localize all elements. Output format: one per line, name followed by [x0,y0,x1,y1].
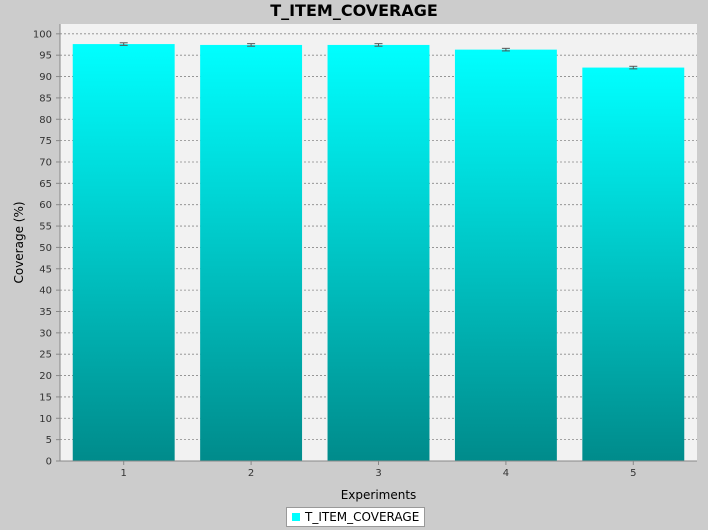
y-axis-title: Coverage (%) [12,201,26,283]
y-tick-label: 75 [39,136,52,147]
bar [454,49,557,462]
y-tick-label: 100 [33,29,52,40]
y-tick-label: 45 [39,264,52,275]
x-tick-label: 1 [121,468,127,479]
bar [582,67,685,462]
legend-swatch [292,513,300,521]
x-tick-label: 4 [503,468,509,479]
y-tick-label: 40 [39,286,52,297]
x-axis-title: Experiments [341,488,417,502]
y-tick-label: 80 [39,115,52,126]
x-axis: 1 2 3 4 5 [121,461,636,479]
y-tick-label: 60 [39,200,52,211]
y-tick-label: 65 [39,179,52,190]
y-tick-label: 15 [39,392,52,403]
y-tick-label: 20 [39,371,52,382]
bar [200,44,303,461]
bar [72,44,175,462]
y-tick-label: 0 [46,457,52,468]
y-tick-label: 85 [39,93,52,104]
y-tick-label: 30 [39,328,52,339]
y-tick-label: 70 [39,157,52,168]
x-tick-label: 3 [375,468,381,479]
y-tick-label: 95 [39,51,52,62]
legend-label: T_ITEM_COVERAGE [305,510,420,524]
y-tick-label: 25 [39,350,52,361]
y-tick-label: 90 [39,72,52,83]
y-tick-label: 50 [39,243,52,254]
bar [327,44,430,461]
x-tick-label: 2 [248,468,254,479]
error-bars [119,42,638,70]
bars [72,44,685,462]
x-tick-label: 5 [630,468,636,479]
chart-title: T_ITEM_COVERAGE [270,1,438,20]
legend: T_ITEM_COVERAGE [286,507,426,527]
y-tick-label: 35 [39,307,52,318]
y-tick-label: 5 [46,435,52,446]
y-tick-label: 55 [39,222,52,233]
y-tick-label: 10 [39,414,52,425]
y-axis: 0 5 10 15 20 25 30 35 40 45 50 55 60 65 70 75 80 85 90 95 10… [33,29,60,468]
